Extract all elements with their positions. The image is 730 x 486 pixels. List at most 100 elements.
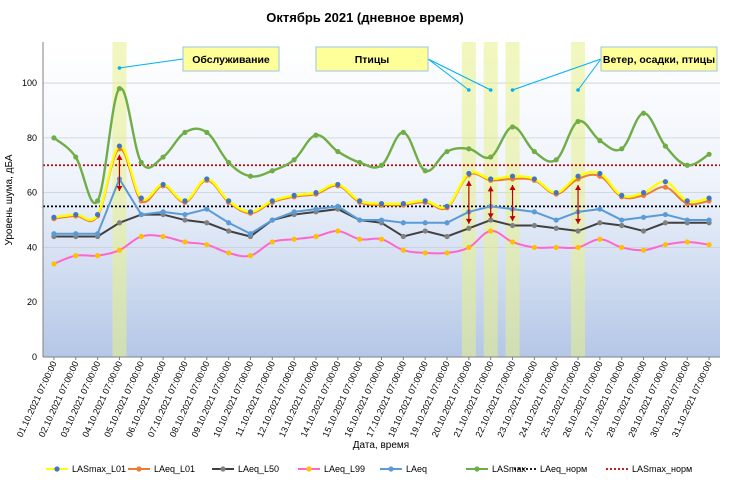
legend-label: LASmax [492,464,527,474]
series-point-LAeq_L50 [422,228,428,234]
series-point-LASmax [247,173,254,179]
series-point-LASmax_L01 [662,179,669,185]
annotation-text: Птицы [355,54,390,66]
series-point-LAeq [640,214,647,220]
series-point-LASmax_L01 [378,201,385,207]
series-point-LASmax_L01 [684,198,690,204]
series-point-LAeq [51,231,57,237]
series-point-LASmax_L01 [400,201,406,207]
series-point-LASmax_L01 [182,198,188,204]
series-point-LAeq_L01 [662,184,669,190]
series-point-LAeq_L50 [226,228,232,234]
y-tick-label: 40 [27,242,37,252]
series-point-LASmax_L01 [444,203,450,209]
legend-marker [54,466,60,472]
event-arrow-head [509,184,516,190]
series-point-LASmax_L01 [226,198,232,204]
callout-line [577,58,602,91]
series-point-LASmax_L01 [313,190,319,196]
series-point-LAeq [335,203,341,209]
series-point-LAeq [597,206,603,212]
legend-item-LASmax_L01: LASmax_L01 [46,464,126,474]
series-point-LAeq_L99 [291,236,297,242]
series-point-LASmax [204,129,210,135]
series-point-LASmax [357,159,363,166]
series-point-LASmax [226,159,232,166]
series-point-LAeq [619,217,625,223]
series-point-LASmax_L01 [640,190,647,196]
series-point-LASmax_L01 [51,214,57,220]
callout-tip [510,88,515,92]
y-tick-label: 60 [27,188,37,198]
series-point-LAeq_L99 [684,239,690,245]
series-point-LAeq [357,217,363,223]
series-point-LASmax_L01 [509,173,516,179]
series-point-LAeq_L99 [619,244,625,251]
series-point-LAeq_L99 [182,239,188,245]
series-point-LAeq [313,206,319,212]
series-point-LAeq_L50 [466,225,472,231]
callout-tip [467,88,471,92]
series-point-LASmax_L01 [488,176,494,182]
series-point-LASmax_L01 [553,190,559,196]
legend-label: LAeq_L99 [324,464,365,474]
annotation-box [600,46,718,72]
annotation-text: Ветер, осадки, птицы [603,54,715,66]
series-point-LASmax_L01 [335,181,341,188]
series-point-LAeq_L99 [662,242,669,248]
series-point-LASmax_L01 [706,195,712,201]
series-point-LAeq_L99 [335,228,341,234]
legend-label: LASmax_L01 [72,464,126,474]
series-point-LASmax_L01 [422,198,428,204]
legend-label: LAeq_L50 [238,464,279,474]
series-point-LASmax_L01 [269,198,275,204]
y-tick-label: 80 [27,133,37,143]
series-point-LASmax [553,157,559,163]
series-point-LAeq [400,220,406,226]
event-arrow-head [116,154,123,160]
series-point-LAeq [662,211,669,218]
series-point-LASmax_L01 [619,192,625,198]
legend-item-LASmax: LASmax [466,464,527,474]
series-point-LASmax [422,168,428,174]
series-point-LAeq_L99 [226,250,232,256]
series-point-LASmax_L01 [204,176,210,182]
event-arrow-head [575,184,582,190]
series-point-LAeq_L50 [488,217,494,223]
series-point-LAeq_L99 [378,236,385,242]
series-point-LAeq_L99 [706,242,712,248]
series-point-LAeq_L50 [509,222,516,229]
series-point-LASmax [509,124,516,130]
series-point-LAeq_L99 [204,242,210,248]
series-point-LAeq_L50 [575,228,581,234]
event-arrow-head [575,218,582,224]
series-point-LAeq [160,209,166,215]
y-tick-label: 20 [27,297,37,307]
series-point-LASmax [269,168,275,174]
series-point-LAeq [291,209,297,215]
series-point-LAeq [706,217,712,223]
legend-item-LASmax_норм: LASmax_норм [606,464,692,474]
series-point-LASmax_L01 [466,170,472,177]
series-point-LASmax [597,138,603,144]
series-point-LASmax [138,159,144,166]
series-point-LAeq_L99 [466,244,472,251]
series-point-LASmax_L01 [73,211,79,218]
event-arrow-head [509,216,516,222]
callout-line [427,58,491,91]
series-point-LAeq_L99 [531,244,537,251]
series-point-LASmax [313,132,319,138]
series-point-LAeq_L99 [94,253,101,259]
series-point-LASmax [488,154,494,160]
event-arrow-head [116,185,123,191]
series-point-LAeq [73,231,79,237]
series-point-LASmax_L01 [531,176,537,182]
series-point-LAeq_L99 [640,247,647,253]
series-point-LASmax [684,162,690,168]
series-point-LASmax_L01 [597,170,603,177]
event-arrow-head [465,218,472,224]
legend-marker [388,466,394,472]
series-point-LASmax_L01 [575,173,581,179]
